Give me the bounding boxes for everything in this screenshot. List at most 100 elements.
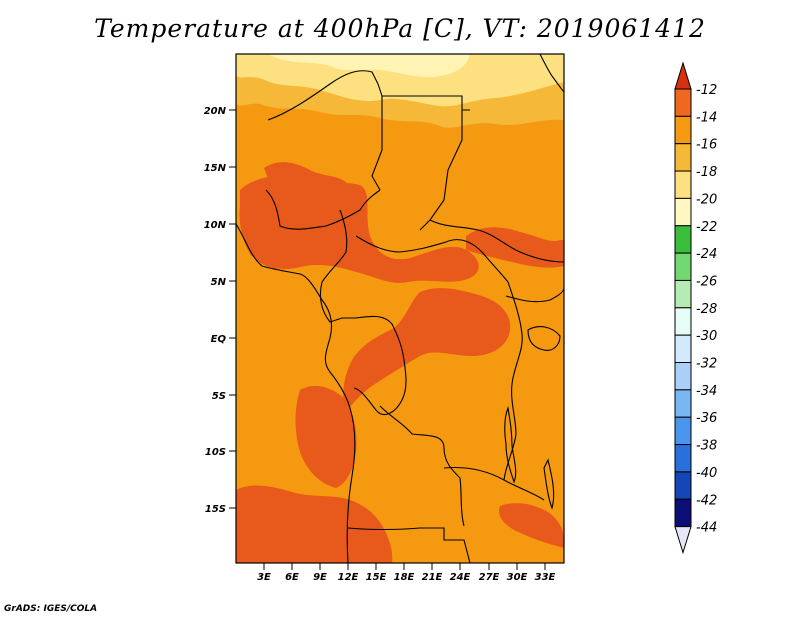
map-frame — [235, 53, 565, 564]
colorbar-label: -26 — [696, 274, 717, 289]
longitude-axis: 3E 6E 9E 12E 15E 18E 21E 24E 27E 30E 33E — [257, 563, 556, 583]
field-southeast-dark — [498, 503, 564, 548]
field-sw-dark — [236, 533, 273, 563]
field-west-dark — [239, 176, 479, 283]
svg-text:15S: 15S — [205, 504, 226, 515]
colorbar-label: -12 — [696, 83, 717, 98]
lon-tick-6e: 6E — [285, 563, 299, 583]
lat-tick-15s: 15S — [205, 504, 236, 515]
svg-text:3E: 3E — [257, 572, 271, 583]
svg-text:30E: 30E — [507, 572, 528, 583]
colorbar-label: -44 — [696, 521, 717, 536]
border-south-sudan — [429, 219, 564, 263]
lat-tick-5n: 5N — [211, 277, 236, 288]
colorbar-bottom-arrow — [674, 526, 692, 555]
border-sudan-egypt — [382, 95, 470, 111]
coastline-west-africa — [236, 223, 356, 563]
colorbar-swatch — [674, 416, 692, 446]
svg-text:5N: 5N — [211, 277, 227, 288]
svg-text:24E: 24E — [450, 572, 471, 583]
colorbar-label: -24 — [696, 247, 717, 262]
lat-tick-eq: EQ — [211, 334, 236, 345]
field-south-dark — [236, 485, 393, 563]
colorbar-swatch — [674, 334, 692, 363]
colorbar-swatch — [674, 170, 692, 199]
lat-tick-15n: 15N — [204, 163, 236, 174]
border-sahara — [267, 70, 383, 121]
colorbar-label: -42 — [696, 493, 717, 508]
colorbar-swatch — [674, 225, 692, 254]
colorbar-swatch — [674, 471, 692, 500]
lat-tick-20n: 20N — [204, 106, 236, 117]
border-cameroon — [319, 209, 356, 323]
border-congo — [353, 315, 407, 415]
colorbar-swatch — [674, 362, 692, 391]
colorbar-swatch — [674, 279, 692, 309]
svg-text:33E: 33E — [535, 572, 556, 583]
lake-tanganyika — [504, 405, 517, 484]
colorbar-swatch — [674, 143, 692, 172]
svg-text:10N: 10N — [204, 220, 227, 231]
field-base — [236, 54, 564, 563]
temperature-field — [236, 54, 564, 563]
svg-text:6E: 6E — [285, 572, 299, 583]
svg-text:20N: 20N — [204, 106, 227, 117]
colorbar-swatch — [674, 252, 692, 281]
border-chad-libya — [371, 96, 383, 191]
lon-tick-21e: 21E — [422, 563, 443, 583]
coast-red-sea — [539, 54, 564, 93]
colorbar-label: -40 — [696, 466, 717, 481]
field-ne-pale — [470, 54, 564, 86]
colorbar-swatch — [674, 444, 692, 473]
lat-tick-10s: 10S — [205, 447, 236, 458]
colorbar-swatch — [674, 88, 692, 117]
colorbar-swatch — [674, 307, 692, 336]
colorbar-swatch — [674, 115, 692, 145]
border-east-africa — [505, 287, 564, 303]
lon-tick-33e: 33E — [535, 563, 556, 583]
lon-tick-30e: 30E — [507, 563, 528, 583]
border-nigeria — [265, 189, 381, 230]
colorbar-top-arrow — [674, 61, 692, 90]
lon-tick-27e: 27E — [479, 563, 500, 583]
field-congo-dark — [343, 288, 511, 412]
lat-tick-5s: 5S — [212, 391, 236, 402]
lat-tick-10n: 10N — [204, 220, 236, 231]
svg-text:21E: 21E — [422, 572, 443, 583]
svg-text:15E: 15E — [366, 572, 387, 583]
colorbar-label: -30 — [696, 329, 717, 344]
map-title: Temperature at 400hPa [C], VT: 201906141… — [94, 14, 706, 43]
field-north-palest — [268, 54, 470, 78]
colorbar-label: -14 — [696, 110, 717, 125]
svg-text:10S: 10S — [205, 447, 226, 458]
colorbar-label: -16 — [696, 138, 717, 153]
colorbar-swatch — [674, 197, 692, 227]
field-east-dark — [466, 227, 564, 268]
svg-text:5S: 5S — [212, 391, 226, 402]
colorbar-label: -32 — [696, 357, 717, 372]
lon-tick-12e: 12E — [338, 563, 359, 583]
colorbar-label: -38 — [696, 439, 717, 454]
colorbar-label: -20 — [696, 192, 717, 207]
colorbar-swatch — [674, 389, 692, 418]
border-drc-east — [503, 281, 523, 481]
colorbar-label: -28 — [696, 302, 717, 317]
country-borders — [236, 54, 564, 563]
border-car — [355, 235, 509, 283]
colorbar-label: -22 — [696, 220, 717, 235]
grads-credit: GrADS: IGES/COLA — [4, 604, 98, 614]
svg-text:12E: 12E — [338, 572, 359, 583]
lon-tick-9e: 9E — [313, 563, 327, 583]
lon-tick-3e: 3E — [257, 563, 271, 583]
lake-victoria — [527, 326, 561, 351]
colorbar: -12 -14 -16 -18 -20 -22 -24 -26 -28 -30 -32 -34 -36 -… — [674, 61, 717, 555]
colorbar-label: -36 — [696, 411, 717, 426]
svg-text:15N: 15N — [204, 163, 227, 174]
lon-tick-15e: 15E — [366, 563, 387, 583]
colorbar-label: -18 — [696, 165, 717, 180]
lon-tick-18e: 18E — [394, 563, 415, 583]
border-sudan-west — [419, 110, 463, 231]
field-coast-dark — [295, 385, 357, 488]
latitude-axis: 20N 15N 10N 5N EQ 5S 10S 15S — [204, 106, 236, 515]
